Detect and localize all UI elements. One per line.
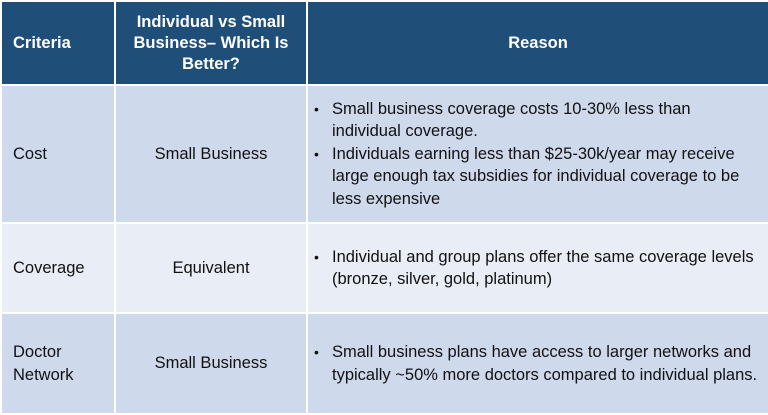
reason-cell: • Small business coverage costs 10-30% l… [306, 84, 768, 224]
bullet-icon: • [314, 248, 319, 265]
table-row: Doctor Network Small Business • Small bu… [0, 312, 768, 415]
header-row: Criteria Individual vs Small Business– W… [0, 0, 768, 86]
bullet-icon: • [314, 344, 319, 360]
verdict-cell: Small Business [114, 84, 308, 224]
reason-item: • Small business coverage costs 10-30% l… [314, 98, 760, 143]
reason-item: • Individuals earning less than $25-30k/… [314, 143, 760, 211]
bullet-icon: • [314, 145, 319, 162]
reason-text: Individuals earning less than $25-30k/ye… [332, 144, 740, 208]
reason-list: • Individual and group plans offer the s… [314, 246, 760, 291]
verdict-cell: Equivalent [114, 222, 308, 314]
criteria-cell: Coverage [0, 222, 116, 314]
table-row: Coverage Equivalent • Individual and gro… [0, 222, 768, 314]
header-comparison: Individual vs Small Business– Which Is B… [114, 0, 308, 86]
reason-item: • Small business plans have access to la… [314, 341, 760, 386]
criteria-cell: Doctor Network [0, 312, 116, 415]
reason-list: • Small business plans have access to la… [314, 341, 760, 386]
header-criteria: Criteria [0, 0, 116, 86]
reason-text: Small business plans have access to larg… [332, 343, 758, 384]
reason-cell: • Small business plans have access to la… [306, 312, 768, 415]
table-row: Cost Small Business • Small business cov… [0, 84, 768, 224]
bullet-icon: • [314, 100, 319, 117]
criteria-cell: Cost [0, 84, 116, 224]
reason-text: Small business coverage costs 10-30% les… [332, 99, 691, 141]
reason-list: • Small business coverage costs 10-30% l… [314, 98, 760, 211]
reason-cell: • Individual and group plans offer the s… [306, 222, 768, 314]
reason-item: • Individual and group plans offer the s… [314, 246, 760, 291]
header-reason: Reason [306, 0, 768, 86]
reason-text: Individual and group plans offer the sam… [332, 247, 754, 289]
verdict-cell: Small Business [114, 312, 308, 415]
